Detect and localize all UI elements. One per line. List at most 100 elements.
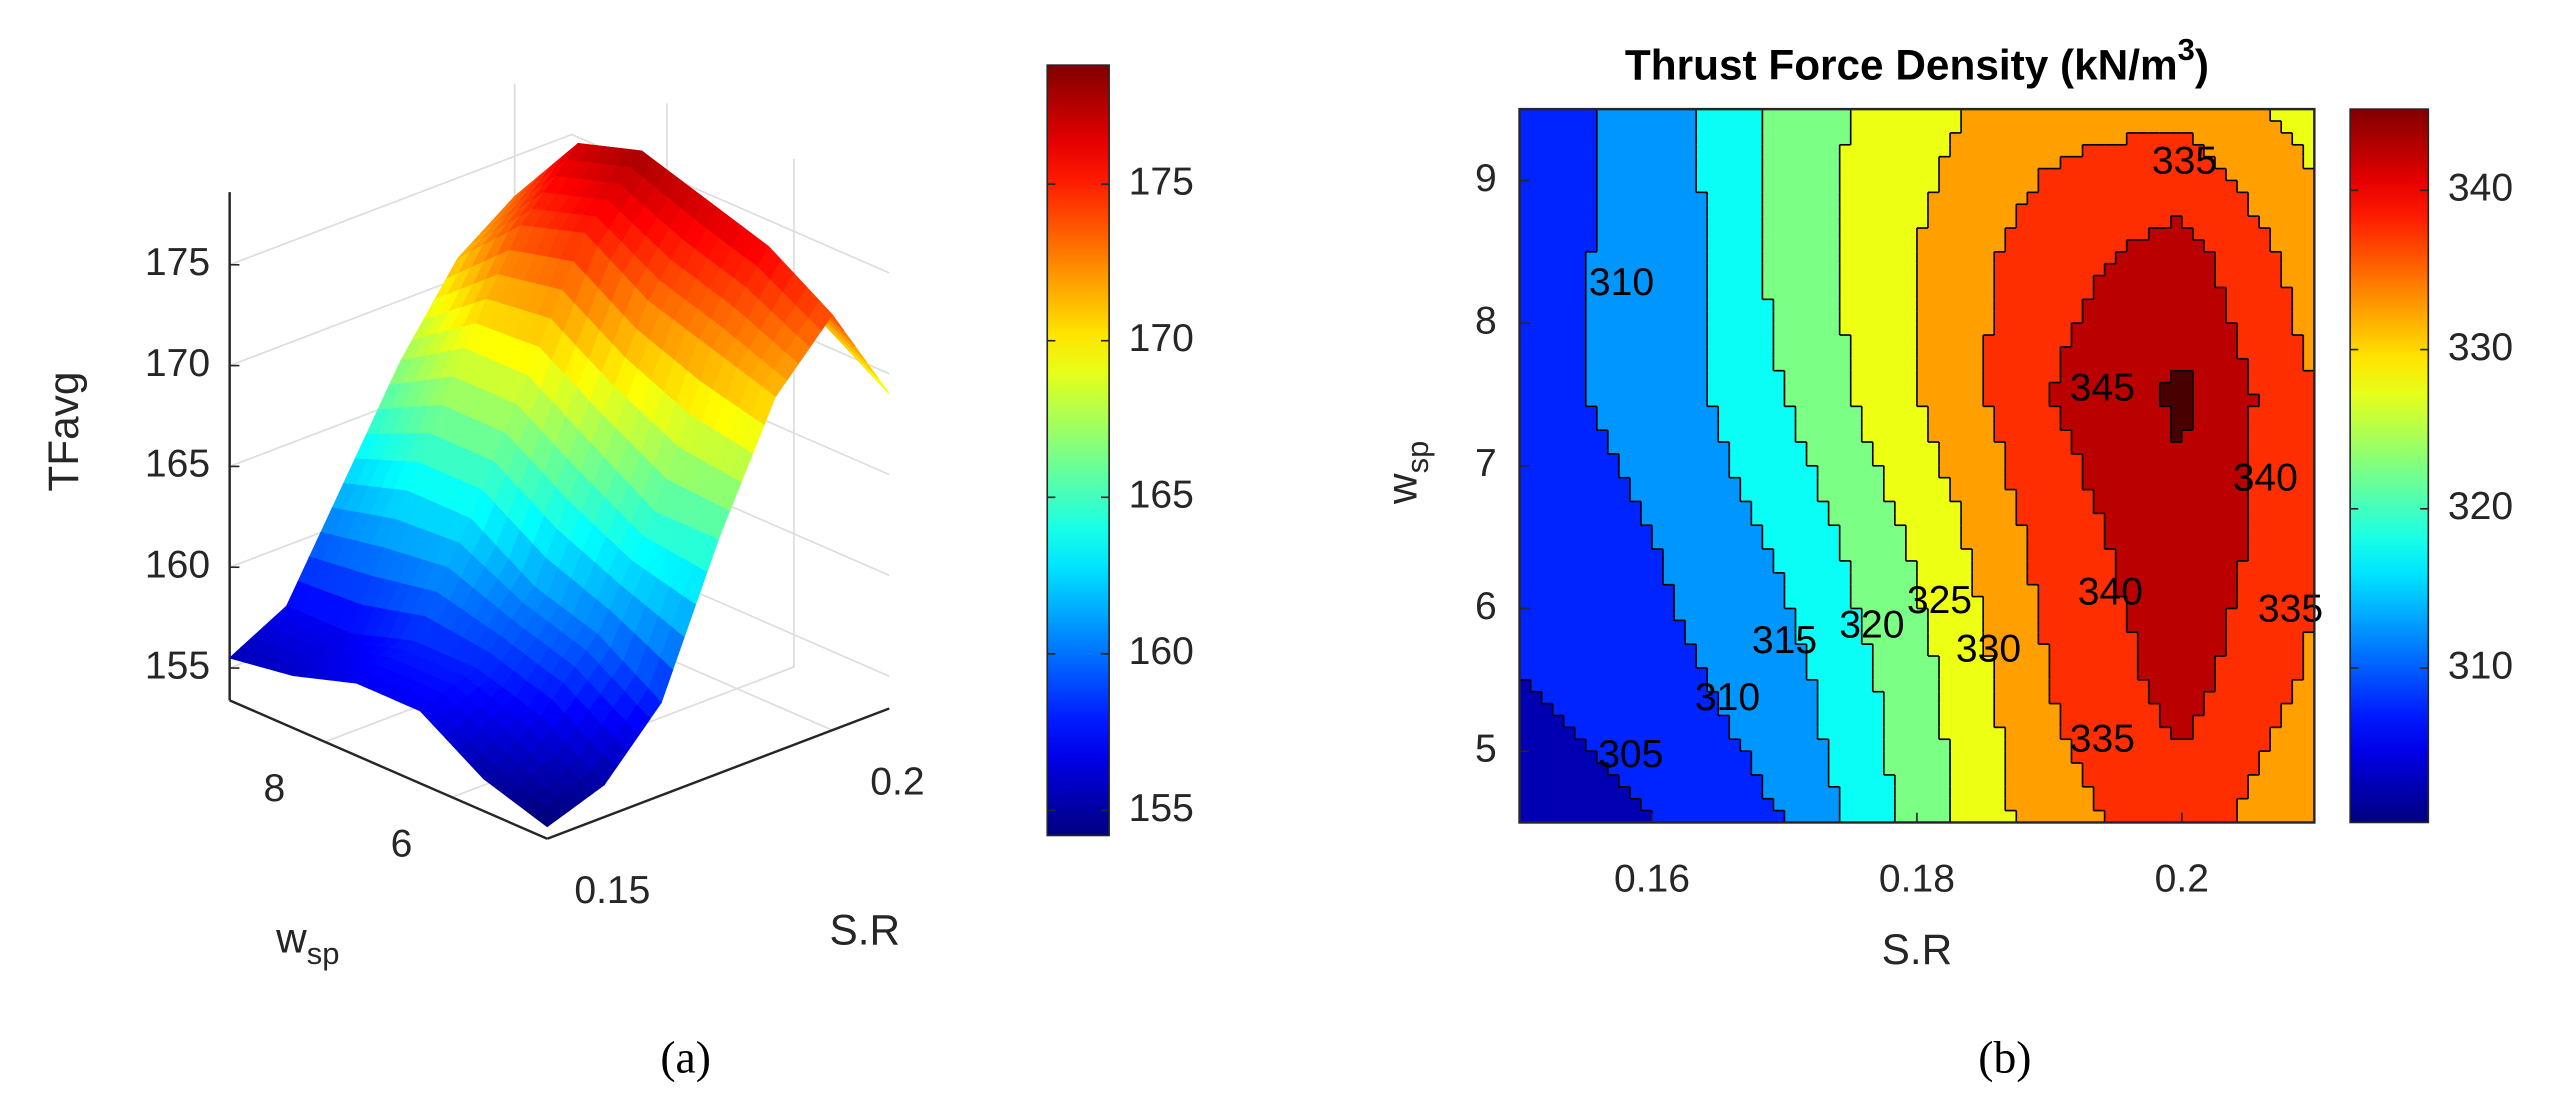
contour-cell bbox=[2127, 276, 2139, 289]
contour-cell bbox=[2237, 347, 2249, 360]
contour-cell bbox=[1873, 145, 1885, 158]
contour-cell bbox=[1784, 240, 1796, 253]
contour-cell bbox=[2248, 727, 2260, 740]
contour-cell bbox=[1862, 727, 1874, 740]
contour-cell bbox=[2171, 252, 2183, 265]
contour-cell bbox=[1707, 525, 1719, 538]
contour-cell bbox=[2027, 668, 2039, 681]
contour-cell bbox=[1994, 561, 2006, 574]
contour-cell bbox=[1619, 228, 1631, 241]
contour-cell bbox=[2083, 323, 2095, 336]
contour-cell bbox=[1773, 513, 1785, 526]
contour-cell bbox=[2149, 287, 2161, 300]
contour-cell bbox=[1829, 145, 1841, 158]
contour-cell bbox=[1641, 811, 1653, 824]
contour-cell bbox=[1928, 763, 1940, 776]
contour-cell bbox=[1652, 573, 1664, 586]
contour-cell bbox=[1884, 466, 1896, 479]
contour-cell bbox=[1663, 359, 1675, 372]
contour-cell bbox=[2237, 680, 2249, 693]
contour-cell bbox=[2193, 739, 2205, 752]
contour-cell bbox=[1608, 525, 1620, 538]
contour-cell bbox=[2083, 192, 2095, 205]
contour-cell bbox=[1851, 525, 1863, 538]
contour-cell bbox=[1575, 644, 1587, 657]
contour-cell bbox=[1685, 204, 1697, 217]
contour-cell bbox=[1663, 490, 1675, 503]
contour-cell bbox=[1950, 133, 1962, 146]
contour-cell bbox=[1630, 501, 1642, 514]
contour-cell bbox=[1641, 133, 1653, 146]
contour-cell bbox=[1773, 704, 1785, 717]
contour-cell bbox=[2105, 501, 2117, 514]
contour-cell bbox=[1862, 549, 1874, 562]
contour-cell bbox=[1641, 478, 1653, 491]
contour-cell bbox=[1652, 192, 1664, 205]
contour-cell bbox=[2060, 264, 2072, 277]
contour-cell bbox=[1873, 252, 1885, 265]
contour-cell bbox=[1862, 525, 1874, 538]
contour-cell bbox=[2027, 240, 2039, 253]
contour-cell bbox=[1895, 204, 1907, 217]
contour-cell bbox=[1663, 276, 1675, 289]
contour-cell bbox=[1950, 442, 1962, 455]
contour-cell bbox=[1762, 739, 1774, 752]
contour-cell bbox=[2149, 775, 2161, 788]
contour-cell bbox=[1729, 192, 1741, 205]
contour-cell bbox=[2038, 299, 2050, 312]
contour-cell bbox=[2138, 287, 2150, 300]
contour-cell bbox=[1829, 490, 1841, 503]
contour-cell bbox=[1939, 799, 1951, 812]
contour-cell bbox=[1553, 644, 1565, 657]
contour-cell bbox=[1784, 513, 1796, 526]
contour-cell bbox=[2083, 501, 2095, 514]
contour-cell bbox=[1807, 466, 1819, 479]
contour-cell bbox=[1751, 454, 1763, 467]
contour-cell bbox=[1685, 549, 1697, 562]
contour-cell bbox=[2171, 739, 2183, 752]
contour-cell bbox=[2248, 335, 2260, 348]
contour-cell bbox=[1751, 145, 1763, 158]
contour-cell bbox=[1983, 811, 1995, 824]
contour-cell bbox=[1829, 442, 1841, 455]
contour-cell bbox=[1685, 240, 1697, 253]
contour-cell bbox=[2016, 335, 2028, 348]
contour-cell bbox=[1895, 561, 1907, 574]
contour-cell bbox=[2215, 252, 2227, 265]
contour-cell bbox=[1762, 240, 1774, 253]
contour-cell bbox=[1917, 157, 1929, 170]
contour-cell bbox=[1807, 394, 1819, 407]
contour-cell bbox=[1773, 597, 1785, 610]
contour-cell bbox=[1862, 501, 1874, 514]
contour-cell bbox=[1762, 668, 1774, 681]
contour-cell bbox=[1851, 276, 1863, 289]
contour-cell bbox=[1652, 240, 1664, 253]
contour-cell bbox=[2016, 537, 2028, 550]
contour-cell bbox=[1884, 811, 1896, 824]
contour-cell bbox=[1773, 799, 1785, 812]
contour-cell bbox=[1818, 608, 1830, 621]
contour-cell bbox=[2127, 192, 2139, 205]
contour-cell bbox=[1851, 715, 1863, 728]
contour-cell bbox=[1851, 751, 1863, 764]
contour-cell bbox=[2259, 228, 2271, 241]
contour-cell bbox=[2060, 335, 2072, 348]
contour-cell bbox=[1829, 252, 1841, 265]
contour-cell bbox=[1608, 799, 1620, 812]
contour-cell bbox=[1884, 371, 1896, 384]
contour-cell bbox=[1751, 501, 1763, 514]
contour-cell bbox=[2094, 692, 2106, 705]
contour-cell bbox=[1630, 442, 1642, 455]
contour-cell bbox=[1619, 704, 1631, 717]
contour-cell bbox=[1751, 751, 1763, 764]
contour-cell bbox=[2038, 525, 2050, 538]
contour-cell bbox=[2281, 739, 2293, 752]
contour-cell bbox=[1729, 632, 1741, 645]
contour-cell bbox=[1564, 216, 1576, 229]
contour-cell bbox=[1740, 264, 1752, 277]
contour-cell bbox=[1751, 311, 1763, 324]
contour-cell bbox=[2127, 169, 2139, 182]
contour-cell bbox=[1851, 406, 1863, 419]
contour-cell bbox=[1928, 537, 1940, 550]
